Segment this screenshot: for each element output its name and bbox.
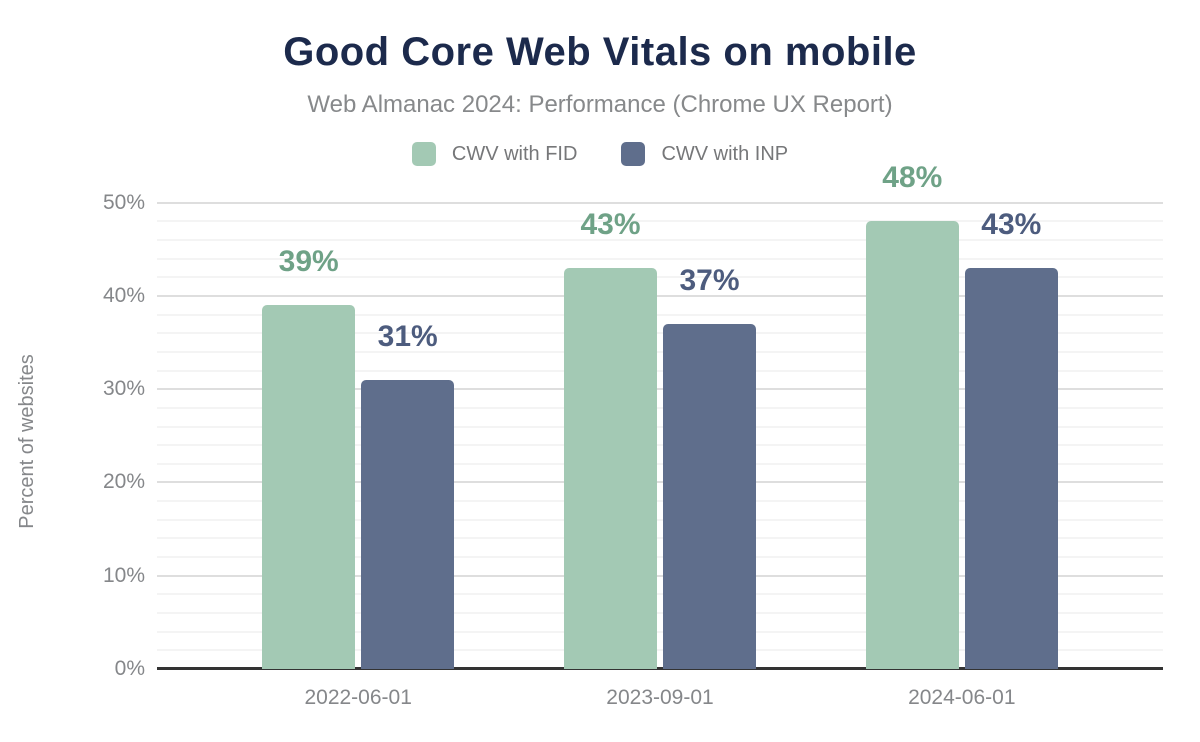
value-label-cwv-with-inp-2022-06-01: 31% xyxy=(377,319,438,353)
x-tick-label-2022-06-01: 2022-06-01 xyxy=(304,686,412,709)
y-tick-label: 10% xyxy=(102,563,145,587)
value-label-cwv-with-fid-2023-09-01: 43% xyxy=(580,207,641,241)
bar-cwv-with-inp-2023-09-01 xyxy=(663,323,756,669)
gridline-minor xyxy=(157,556,1163,559)
gridline-minor xyxy=(157,462,1163,465)
gridline-minor xyxy=(157,537,1163,540)
gridline-minor xyxy=(157,593,1163,596)
gridline-major xyxy=(157,201,1163,204)
gridline-minor xyxy=(157,313,1163,316)
legend-swatch-icon xyxy=(621,142,646,166)
gridline-minor xyxy=(157,518,1163,521)
gridline-minor xyxy=(157,350,1163,353)
gridline-minor xyxy=(157,220,1163,223)
chart-subtitle: Web Almanac 2024: Performance (Chrome UX… xyxy=(307,91,893,118)
value-label-cwv-with-fid-2022-06-01: 39% xyxy=(278,245,339,279)
gridline-minor xyxy=(157,649,1163,652)
gridline-major xyxy=(157,294,1163,297)
y-axis-title: Percent of websites xyxy=(16,354,38,529)
gridline-minor xyxy=(157,406,1163,409)
y-tick-label: 20% xyxy=(102,470,145,494)
y-tick-label: 0% xyxy=(114,657,145,680)
gridline-minor xyxy=(157,257,1163,260)
gridline-minor xyxy=(157,369,1163,372)
bar-cwv-with-inp-2024-06-01 xyxy=(964,267,1058,669)
plot-area: 39% 31% 43% 37% 48% 43% xyxy=(157,161,1163,670)
gridline-minor xyxy=(157,444,1163,447)
gridline-minor xyxy=(157,612,1163,615)
bar-cwv-with-fid-2022-06-01 xyxy=(262,305,356,669)
gridline-minor xyxy=(157,238,1163,241)
x-tick-label-2024-06-01: 2024-06-01 xyxy=(908,686,1016,709)
value-label-cwv-with-inp-2024-06-01: 43% xyxy=(981,207,1042,241)
legend-item-cwv-with-inp: CWV with INP xyxy=(621,142,788,166)
gridline-minor xyxy=(157,276,1163,279)
bar-cwv-with-fid-2023-09-01 xyxy=(564,267,657,669)
gridline-major xyxy=(157,388,1163,391)
gridline-major xyxy=(157,574,1163,577)
y-tick-label: 30% xyxy=(102,377,145,401)
x-tick-label-2023-09-01: 2023-09-01 xyxy=(606,686,714,709)
y-tick-label: 50% xyxy=(102,190,145,214)
legend-item-cwv-with-fid: CWV with FID xyxy=(411,142,578,166)
chart-title: Good Core Web Vitals on mobile xyxy=(283,30,917,74)
x-axis-line xyxy=(157,667,1163,670)
chart-legend: CWV with FID CWV with INP xyxy=(0,142,1200,166)
gridline-minor xyxy=(157,425,1163,428)
gridline-major xyxy=(157,481,1163,484)
legend-swatch-icon xyxy=(411,142,436,166)
gridline-minor xyxy=(157,630,1163,633)
legend-label: CWV with INP xyxy=(661,142,789,165)
value-label-cwv-with-inp-2023-09-01: 37% xyxy=(679,263,740,297)
value-label-cwv-with-fid-2024-06-01: 48% xyxy=(882,161,943,195)
gridline-minor xyxy=(157,500,1163,503)
bar-cwv-with-inp-2022-06-01 xyxy=(361,379,455,669)
y-tick-label: 40% xyxy=(102,283,145,307)
bar-cwv-with-fid-2024-06-01 xyxy=(865,221,959,669)
legend-label: CWV with FID xyxy=(451,142,578,165)
gridline-minor xyxy=(157,332,1163,335)
